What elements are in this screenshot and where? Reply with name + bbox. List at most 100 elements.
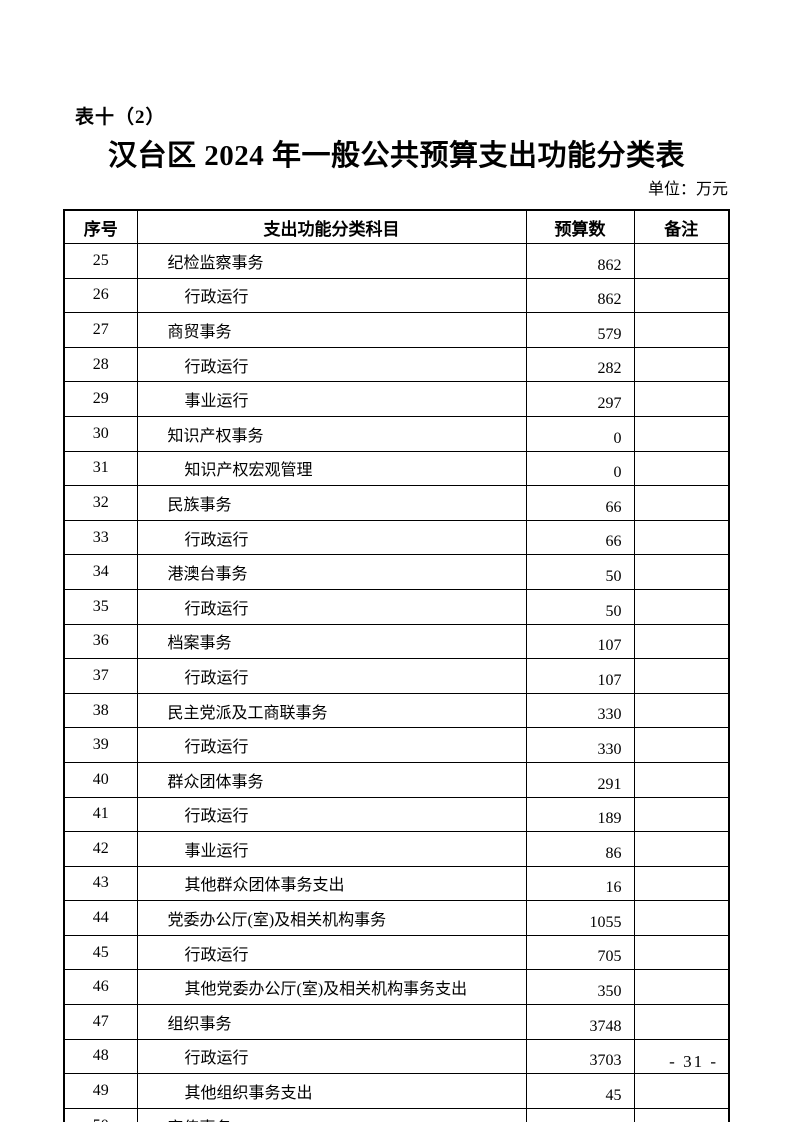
row-budget: 350 — [525, 969, 635, 1006]
table-row: 28 行政运行 282 — [63, 346, 730, 383]
row-seq: 47 — [63, 1004, 138, 1040]
row-budget: 66 — [525, 485, 635, 521]
row-seq: 25 — [63, 243, 138, 279]
row-seq: 36 — [63, 623, 138, 660]
row-seq: 26 — [63, 277, 138, 314]
row-subject: 行政运行 — [136, 277, 527, 314]
table-row: 30 知识产权事务 0 — [63, 415, 730, 452]
row-note — [633, 727, 730, 763]
table-row: 39 行政运行 330 — [63, 727, 730, 763]
row-subject: 民主党派及工商联事务 — [136, 692, 527, 729]
row-subject: 党委办公厅(室)及相关机构事务 — [136, 900, 527, 936]
table-row: 37 行政运行 107 — [63, 658, 730, 694]
row-seq: 38 — [63, 692, 138, 729]
row-note — [633, 1073, 730, 1109]
row-note — [633, 969, 730, 1006]
row-budget: 3748 — [525, 1004, 635, 1040]
row-seq: 30 — [63, 415, 138, 452]
row-note — [633, 381, 730, 417]
row-note — [633, 519, 730, 556]
row-budget: 16 — [525, 865, 635, 902]
column-header-subject: 支出功能分类科目 — [136, 209, 527, 244]
row-budget: 66 — [525, 519, 635, 556]
table-row: 25 纪检监察事务 862 — [63, 243, 730, 279]
table-row: 50 宣传事务 181 — [63, 1107, 730, 1122]
row-note — [633, 1038, 730, 1075]
table-row: 36 档案事务 107 — [63, 623, 730, 660]
row-note — [633, 692, 730, 729]
table-row: 44 党委办公厅(室)及相关机构事务 1055 — [63, 900, 730, 936]
row-note — [633, 658, 730, 694]
row-subject: 其他群众团体事务支出 — [136, 865, 527, 902]
row-subject: 组织事务 — [136, 1004, 527, 1040]
table-row: 41 行政运行 189 — [63, 796, 730, 833]
row-subject: 民族事务 — [136, 485, 527, 521]
budget-table-body: 25 纪检监察事务 862 26 行政运行 862 27 商贸事务 579 28… — [63, 243, 730, 1122]
row-subject: 商贸事务 — [136, 312, 527, 348]
row-seq: 41 — [63, 796, 138, 833]
table-row: 29 事业运行 297 — [63, 381, 730, 417]
budget-table: 序号 支出功能分类科目 预算数 备注 25 纪检监察事务 862 26 行政运行… — [63, 209, 730, 1122]
row-subject: 事业运行 — [136, 831, 527, 867]
row-subject: 行政运行 — [136, 796, 527, 833]
row-note — [633, 1004, 730, 1040]
row-seq: 28 — [63, 346, 138, 383]
row-note — [633, 623, 730, 660]
row-note — [633, 761, 730, 798]
row-seq: 35 — [63, 588, 138, 625]
column-header-note: 备注 — [633, 209, 730, 244]
row-budget: 297 — [525, 381, 635, 417]
row-seq: 34 — [63, 554, 138, 590]
row-budget: 330 — [525, 692, 635, 729]
row-seq: 37 — [63, 658, 138, 694]
table-row: 42 事业运行 86 — [63, 831, 730, 867]
table-row: 35 行政运行 50 — [63, 588, 730, 625]
row-seq: 29 — [63, 381, 138, 417]
row-budget: 705 — [525, 934, 635, 971]
row-note — [633, 1107, 730, 1122]
row-seq: 39 — [63, 727, 138, 763]
row-budget: 50 — [525, 588, 635, 625]
row-seq: 45 — [63, 934, 138, 971]
row-budget: 45 — [525, 1073, 635, 1109]
row-subject: 行政运行 — [136, 727, 527, 763]
row-seq: 44 — [63, 900, 138, 936]
row-seq: 49 — [63, 1073, 138, 1109]
row-seq: 46 — [63, 969, 138, 1006]
table-row: 43 其他群众团体事务支出 16 — [63, 865, 730, 902]
row-note — [633, 934, 730, 971]
row-budget: 86 — [525, 831, 635, 867]
row-budget: 189 — [525, 796, 635, 833]
unit-note: 单位：万元 — [647, 181, 728, 198]
table-row: 38 民主党派及工商联事务 330 — [63, 692, 730, 729]
row-subject: 纪检监察事务 — [136, 243, 527, 279]
table-row: 46 其他党委办公厅(室)及相关机构事务支出 350 — [63, 969, 730, 1006]
row-note — [633, 554, 730, 590]
row-note — [633, 243, 730, 279]
row-subject: 行政运行 — [136, 519, 527, 556]
table-row: 33 行政运行 66 — [63, 519, 730, 556]
row-seq: 31 — [63, 450, 138, 487]
column-header-seq: 序号 — [63, 209, 138, 244]
row-subject: 知识产权宏观管理 — [136, 450, 527, 487]
row-budget: 107 — [525, 658, 635, 694]
row-note — [633, 588, 730, 625]
table-row: 34 港澳台事务 50 — [63, 554, 730, 590]
table-row: 48 行政运行 3703 — [63, 1038, 730, 1075]
row-budget: 291 — [525, 761, 635, 798]
row-seq: 40 — [63, 761, 138, 798]
page-title: 汉台区 2024 年一般公共预算支出功能分类表 — [107, 140, 685, 172]
table-row: 47 组织事务 3748 — [63, 1004, 730, 1040]
row-seq: 48 — [63, 1038, 138, 1075]
row-seq: 50 — [63, 1107, 138, 1122]
row-budget: 50 — [525, 554, 635, 590]
row-budget: 1055 — [525, 900, 635, 936]
row-budget: 579 — [525, 312, 635, 348]
table-row: 31 知识产权宏观管理 0 — [63, 450, 730, 487]
row-subject: 港澳台事务 — [136, 554, 527, 590]
row-subject: 知识产权事务 — [136, 415, 527, 452]
table-row: 49 其他组织事务支出 45 — [63, 1073, 730, 1109]
row-subject: 档案事务 — [136, 623, 527, 660]
row-note — [633, 346, 730, 383]
row-budget: 330 — [525, 727, 635, 763]
